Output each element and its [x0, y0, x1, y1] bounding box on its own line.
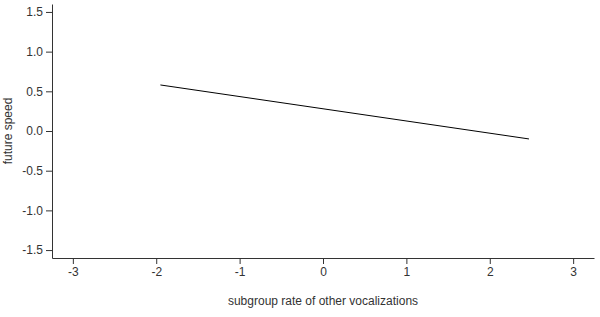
tick-mark — [46, 52, 52, 53]
tick: -0.5 — [22, 164, 52, 178]
tick-mark — [156, 258, 157, 264]
tick: 1.0 — [26, 45, 52, 59]
tick-mark — [46, 171, 52, 172]
x-axis-title: subgroup rate of other vocalizations — [228, 294, 418, 308]
tick: 2 — [487, 258, 494, 279]
tick: -1 — [235, 258, 246, 279]
tick-label: 1.0 — [26, 45, 43, 59]
tick: -1.5 — [22, 243, 52, 257]
tick-mark — [46, 12, 52, 13]
tick-mark — [46, 91, 52, 92]
tick-label: 0.5 — [26, 85, 43, 99]
tick: 3 — [570, 258, 577, 279]
tick-label: -1.0 — [22, 204, 43, 218]
line — [160, 85, 529, 139]
tick: 0.5 — [26, 85, 52, 99]
tick: -2 — [151, 258, 162, 279]
tick-mark — [46, 131, 52, 132]
tick-mark — [46, 210, 52, 211]
tick-label: 1 — [404, 265, 411, 279]
tick-label: -1 — [235, 265, 246, 279]
tick: -1.0 — [22, 204, 52, 218]
tick: 0 — [320, 258, 327, 279]
tick-label: 0 — [320, 265, 327, 279]
tick: -3 — [68, 258, 79, 279]
marks — [160, 85, 529, 139]
tick-mark — [573, 258, 574, 264]
tick-mark — [240, 258, 241, 264]
tick-label: -0.5 — [22, 164, 43, 178]
tick-label: 1.5 — [26, 5, 43, 19]
y-axis: -1.5 -1.0 -0.5 0.0 0.5 1.0 1.5 — [22, 5, 52, 259]
tick-mark — [46, 250, 52, 251]
tick-mark — [323, 258, 324, 264]
tick-label: -1.5 — [22, 243, 43, 257]
y-axis-title: future speed — [1, 98, 15, 165]
x-axis: -3 -2 -1 0 1 2 3 — [53, 258, 595, 279]
tick-mark — [490, 258, 491, 264]
tick-label: 2 — [487, 265, 494, 279]
tick-mark — [73, 258, 74, 264]
tick: 1.5 — [26, 5, 52, 19]
tick-mark — [406, 258, 407, 264]
chart: -3 -2 -1 0 1 2 3 -1.5 -1.0 -0.5 0.0 0.5 1.0 1.5 subgro… — [0, 0, 600, 317]
plot: -3 -2 -1 0 1 2 3 -1.5 -1.0 -0.5 0.0 0.5 1.0 1.5 — [22, 5, 594, 279]
tick-label: -3 — [68, 265, 79, 279]
y-axis-line — [52, 5, 53, 259]
tick-label: 0.0 — [26, 124, 43, 138]
tick: 0.0 — [26, 124, 52, 138]
tick: 1 — [404, 258, 411, 279]
tick-label: -2 — [151, 265, 162, 279]
tick-label: 3 — [570, 265, 577, 279]
